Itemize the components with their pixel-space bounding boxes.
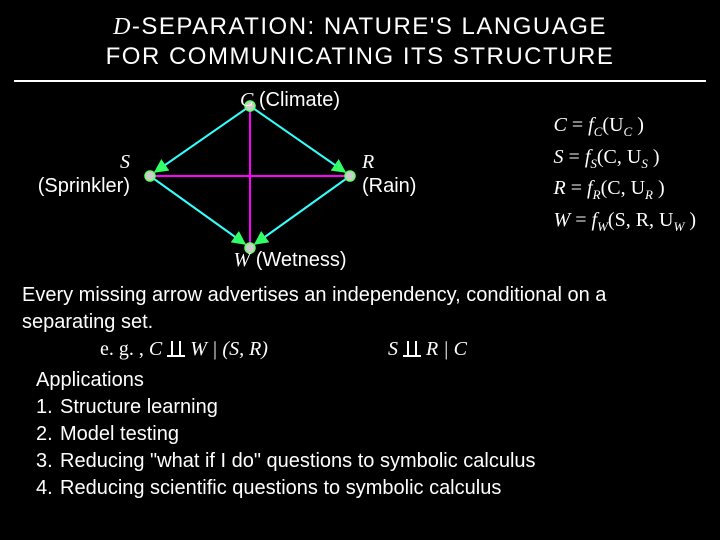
- slide-title: D-SEPARATION: NATURE'S LANGUAGE FOR COMM…: [0, 0, 720, 78]
- edge-c-s: [155, 106, 250, 172]
- node-s: [145, 171, 155, 181]
- edge-c-r: [250, 106, 345, 172]
- eq-w: W = fW(S, R, UW ): [554, 205, 696, 237]
- label-r: R (Rain): [362, 150, 472, 198]
- diagram-area: C (Climate) S (Sprinkler) R (Rain) W (We…: [0, 88, 720, 278]
- label-s: S (Sprinkler): [20, 150, 130, 198]
- app-item-1: 1.Structure learning: [36, 394, 698, 421]
- edge-s-w: [150, 176, 245, 244]
- indep-icon: [167, 339, 185, 357]
- applications: Applications 1.Structure learning 2.Mode…: [0, 361, 720, 502]
- app-item-3: 3.Reducing "what if I do" questions to s…: [36, 448, 698, 475]
- eq-c: C = fC(UC ): [554, 110, 696, 142]
- independency-sentence: Every missing arrow advertises an indepe…: [0, 278, 720, 336]
- title-d: D: [113, 14, 132, 40]
- applications-heading: Applications: [36, 367, 698, 394]
- label-c: C (Climate): [210, 88, 370, 112]
- app-item-4: 4.Reducing scientific questions to symbo…: [36, 475, 698, 502]
- eq-r: R = fR(C, UR ): [554, 173, 696, 205]
- node-r: [345, 171, 355, 181]
- title-line1: -SEPARATION: NATURE'S LANGUAGE: [132, 13, 607, 40]
- independence-examples: e. g. , C W | (S, R) S R | C: [0, 336, 720, 361]
- indep-icon: [403, 339, 421, 357]
- app-item-2: 2.Model testing: [36, 421, 698, 448]
- edge-r-w: [255, 176, 350, 244]
- title-line2: FOR COMMUNICATING ITS STRUCTURE: [106, 43, 615, 70]
- structural-equations: C = fC(UC ) S = fS(C, US ) R = fR(C, UR …: [554, 110, 696, 236]
- eq-s: S = fS(C, US ): [554, 142, 696, 174]
- title-divider: [14, 80, 706, 82]
- label-w: W (Wetness): [200, 248, 380, 272]
